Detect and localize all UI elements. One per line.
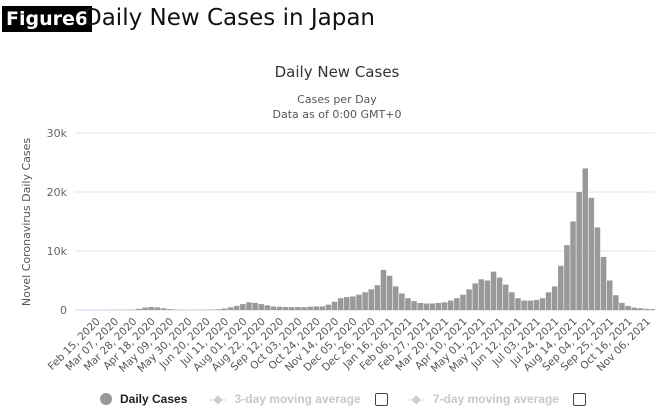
- bar[interactable]: [252, 302, 258, 310]
- bar[interactable]: [429, 303, 436, 310]
- bar[interactable]: [454, 298, 460, 310]
- bar[interactable]: [441, 302, 448, 310]
- bar[interactable]: [399, 293, 405, 310]
- bar[interactable]: [325, 304, 332, 310]
- bar[interactable]: [142, 307, 148, 310]
- bar[interactable]: [570, 221, 576, 311]
- bar[interactable]: [233, 305, 240, 310]
- legend: Daily Cases -◆- 3-day moving average -◆-…: [100, 392, 598, 406]
- line-marker-icon: -◆-: [407, 392, 425, 406]
- bar[interactable]: [154, 307, 161, 310]
- figure-title: Daily New Cases in Japan: [84, 5, 375, 31]
- bar[interactable]: [356, 294, 362, 310]
- bar[interactable]: [435, 302, 442, 310]
- bar[interactable]: [460, 294, 466, 310]
- bar[interactable]: [637, 308, 644, 310]
- bar[interactable]: [405, 298, 411, 310]
- bar[interactable]: [350, 296, 356, 310]
- bar[interactable]: [337, 298, 344, 310]
- bar[interactable]: [301, 307, 307, 310]
- chart-title: Daily New Cases: [275, 63, 400, 81]
- y-tick-label: 20k: [47, 186, 68, 199]
- bar[interactable]: [594, 227, 601, 310]
- bar[interactable]: [478, 279, 485, 310]
- bar[interactable]: [215, 309, 222, 310]
- bar[interactable]: [466, 289, 472, 310]
- bar[interactable]: [619, 302, 625, 310]
- legend-3-day-average[interactable]: 3-day moving average: [234, 392, 361, 406]
- bar[interactable]: [374, 285, 381, 310]
- bar[interactable]: [246, 302, 252, 310]
- bar[interactable]: [625, 305, 631, 310]
- bar[interactable]: [380, 269, 387, 310]
- chart-subtitle-line-1: Cases per Day: [297, 93, 377, 106]
- bar[interactable]: [527, 300, 533, 310]
- bar[interactable]: [490, 271, 497, 310]
- legend-7-day-average[interactable]: 7-day moving average: [432, 392, 559, 406]
- bar[interactable]: [484, 280, 491, 311]
- bar[interactable]: [558, 265, 564, 310]
- bar[interactable]: [472, 283, 478, 310]
- figure-label: Figure6: [2, 6, 93, 32]
- bar[interactable]: [270, 306, 277, 310]
- bar[interactable]: [148, 307, 154, 310]
- chart-subtitle-line-2: Data as of 0:00 GMT+0: [273, 108, 402, 121]
- bar[interactable]: [539, 298, 546, 310]
- bar[interactable]: [240, 304, 246, 310]
- bar[interactable]: [166, 309, 173, 310]
- bar[interactable]: [588, 197, 595, 310]
- line-marker-icon: -◆-: [209, 392, 227, 406]
- bar[interactable]: [264, 305, 271, 310]
- legend-daily-cases[interactable]: Daily Cases: [120, 392, 188, 406]
- bar[interactable]: [289, 307, 295, 310]
- bar[interactable]: [545, 292, 552, 310]
- bar[interactable]: [417, 302, 423, 310]
- bar[interactable]: [331, 301, 338, 310]
- bar[interactable]: [227, 307, 234, 310]
- bar[interactable]: [221, 308, 228, 310]
- bar[interactable]: [643, 308, 650, 310]
- bar[interactable]: [503, 284, 509, 310]
- 7-day-average-checkbox[interactable]: [572, 392, 586, 406]
- y-tick-label: 0: [60, 304, 67, 317]
- bar[interactable]: [521, 300, 527, 310]
- bar[interactable]: [411, 301, 417, 310]
- bar[interactable]: [362, 292, 368, 310]
- bar[interactable]: [564, 245, 570, 310]
- bar[interactable]: [319, 306, 326, 310]
- bar[interactable]: [368, 289, 375, 310]
- bar[interactable]: [386, 275, 393, 310]
- bar[interactable]: [258, 304, 264, 310]
- bar[interactable]: [533, 299, 540, 310]
- bar[interactable]: [613, 295, 619, 310]
- y-axis-label: Novel Coronavirus Daily Cases: [20, 138, 33, 306]
- y-tick-label: 30k: [47, 127, 68, 140]
- bar[interactable]: [551, 286, 558, 310]
- bar[interactable]: [509, 292, 515, 310]
- bar[interactable]: [392, 286, 399, 310]
- bar[interactable]: [631, 307, 637, 310]
- bar[interactable]: [582, 168, 589, 310]
- bar[interactable]: [515, 298, 521, 310]
- bar[interactable]: [576, 192, 582, 310]
- bar[interactable]: [496, 277, 503, 310]
- bar[interactable]: [606, 280, 613, 311]
- bar[interactable]: [160, 308, 167, 310]
- bar[interactable]: [447, 300, 454, 310]
- bar[interactable]: [649, 309, 656, 310]
- bar[interactable]: [423, 303, 430, 310]
- daily-cases-legend-marker-icon: [100, 393, 112, 405]
- bar[interactable]: [136, 308, 142, 310]
- bar[interactable]: [282, 307, 289, 310]
- 3-day-average-checkbox[interactable]: [374, 392, 388, 406]
- bar[interactable]: [344, 297, 350, 310]
- bar[interactable]: [307, 306, 313, 310]
- bar[interactable]: [600, 256, 607, 310]
- bar[interactable]: [295, 307, 301, 310]
- bar[interactable]: [313, 306, 319, 310]
- bar[interactable]: [276, 306, 283, 310]
- y-tick-label: 10k: [47, 245, 68, 258]
